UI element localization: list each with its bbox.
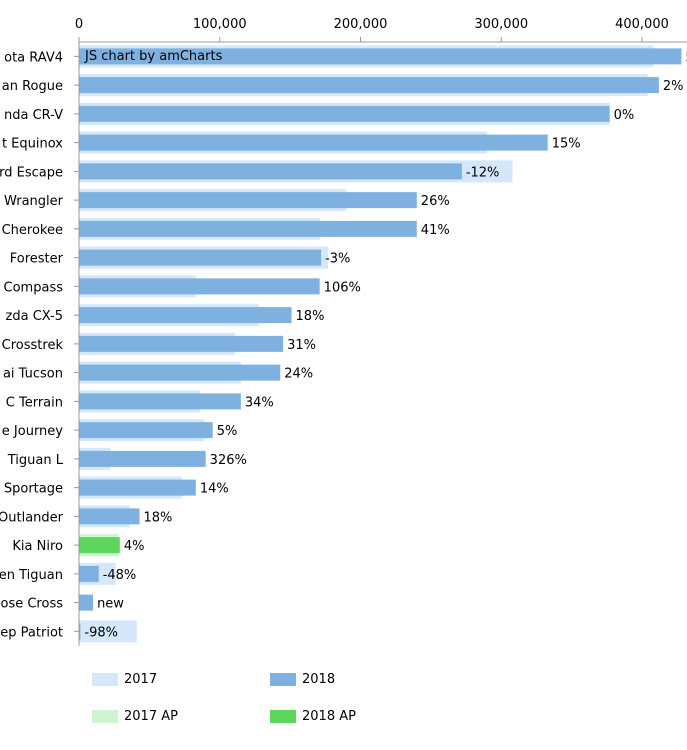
bar-2018[interactable] (79, 249, 322, 266)
category-label: Sportage (4, 482, 63, 497)
change-label: 18% (144, 510, 173, 525)
category-label: ota RAV4 (4, 50, 63, 65)
category-label: t Equinox (2, 137, 63, 152)
bar-2018[interactable] (79, 307, 292, 324)
change-label: 0% (614, 108, 635, 123)
bar-2018[interactable] (79, 565, 99, 582)
change-label: -48% (103, 568, 137, 583)
category-label: Kia Niro (12, 539, 63, 554)
x-axis-ticks: 0 100,000 200,000 300,000 400,000 (75, 17, 669, 42)
change-label: 106% (324, 280, 361, 295)
x-tick-label: 400,000 (615, 17, 669, 32)
change-label: 41% (421, 223, 450, 238)
x-tick-label: 0 (75, 17, 83, 32)
bar-2018[interactable] (79, 393, 241, 410)
category-label: en Tiguan (0, 568, 63, 583)
axes (74, 41, 687, 646)
category-label: C Terrain (6, 395, 63, 410)
category-label: Cherokee (2, 223, 63, 238)
bar-2018[interactable] (79, 450, 206, 467)
change-label: 326% (210, 453, 247, 468)
category-label: Outlander (0, 510, 64, 525)
category-label: Crosstrek (2, 338, 64, 353)
category-label: Wrangler (4, 194, 64, 209)
bar-2018[interactable] (79, 422, 213, 439)
change-label: 4% (124, 539, 145, 554)
bar-2018[interactable] (79, 163, 462, 180)
bar-2018[interactable] (79, 134, 548, 151)
bar-2018[interactable] (79, 623, 81, 640)
bar-2018[interactable] (79, 220, 417, 237)
bar-2018[interactable] (79, 594, 94, 611)
bar-2018[interactable] (79, 192, 417, 209)
change-label: 24% (284, 367, 313, 382)
change-label: new (97, 597, 124, 612)
bar-2017[interactable] (79, 620, 137, 643)
category-label: e Journey (2, 424, 64, 439)
category-label: rd Escape (0, 165, 63, 180)
bar-2018[interactable] (79, 77, 659, 94)
change-label: 14% (200, 482, 229, 497)
change-label: -3% (325, 252, 350, 267)
change-label: 5% (217, 424, 238, 439)
category-label: Compass (4, 280, 64, 295)
change-label: -98% (84, 625, 118, 640)
change-label: 31% (287, 338, 316, 353)
change-label: 5 (685, 50, 687, 65)
change-label: 15% (552, 137, 581, 152)
bar-2018[interactable] (79, 48, 682, 65)
x-tick-label: 100,000 (193, 17, 247, 32)
category-label: zda CX-5 (6, 309, 63, 324)
change-label: 26% (421, 194, 450, 209)
x-tick-label: 200,000 (334, 17, 388, 32)
bar-2018[interactable] (79, 537, 120, 554)
change-labels: 52% 0% 15% -12% 26% 41% -3% 106% 18% 31% 24% 34% 5% 3… (84, 50, 687, 640)
bar-2018[interactable] (79, 105, 610, 122)
category-label: nda CR-V (4, 108, 63, 123)
change-label: -12% (466, 165, 500, 180)
bar-2018[interactable] (79, 479, 196, 496)
bar-2018[interactable] (79, 278, 320, 295)
category-label: ai Tucson (3, 367, 63, 382)
change-label: 2% (663, 79, 684, 94)
series-2018-bars (79, 48, 682, 640)
bar-2018[interactable] (79, 508, 140, 525)
bar-2018[interactable] (79, 364, 281, 381)
bar-2018[interactable] (79, 335, 284, 352)
change-label: 18% (296, 309, 325, 324)
category-label: ep Patriot (0, 625, 63, 640)
category-label: Tiguan L (7, 453, 64, 468)
x-tick-label: 300,000 (474, 17, 528, 32)
change-label: 34% (245, 395, 274, 410)
category-label: Forester (10, 252, 64, 267)
category-labels: ota RAV4 an Rogue nda CR-V t Equinox rd Esca… (0, 50, 64, 640)
category-label: an Rogue (2, 79, 63, 94)
category-label: ose Cross (1, 597, 64, 612)
chart-watermark[interactable]: JS chart by amCharts (84, 49, 223, 64)
